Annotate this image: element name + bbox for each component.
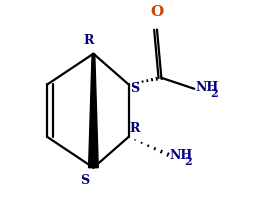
Text: NH: NH: [195, 81, 219, 94]
Text: NH: NH: [169, 149, 192, 162]
Text: 2: 2: [211, 88, 218, 99]
Text: 2: 2: [185, 156, 192, 167]
Polygon shape: [89, 54, 98, 168]
Text: R: R: [130, 122, 140, 135]
Text: R: R: [84, 34, 94, 47]
Text: S: S: [80, 174, 89, 187]
Text: O: O: [150, 5, 164, 19]
Text: S: S: [131, 82, 140, 95]
